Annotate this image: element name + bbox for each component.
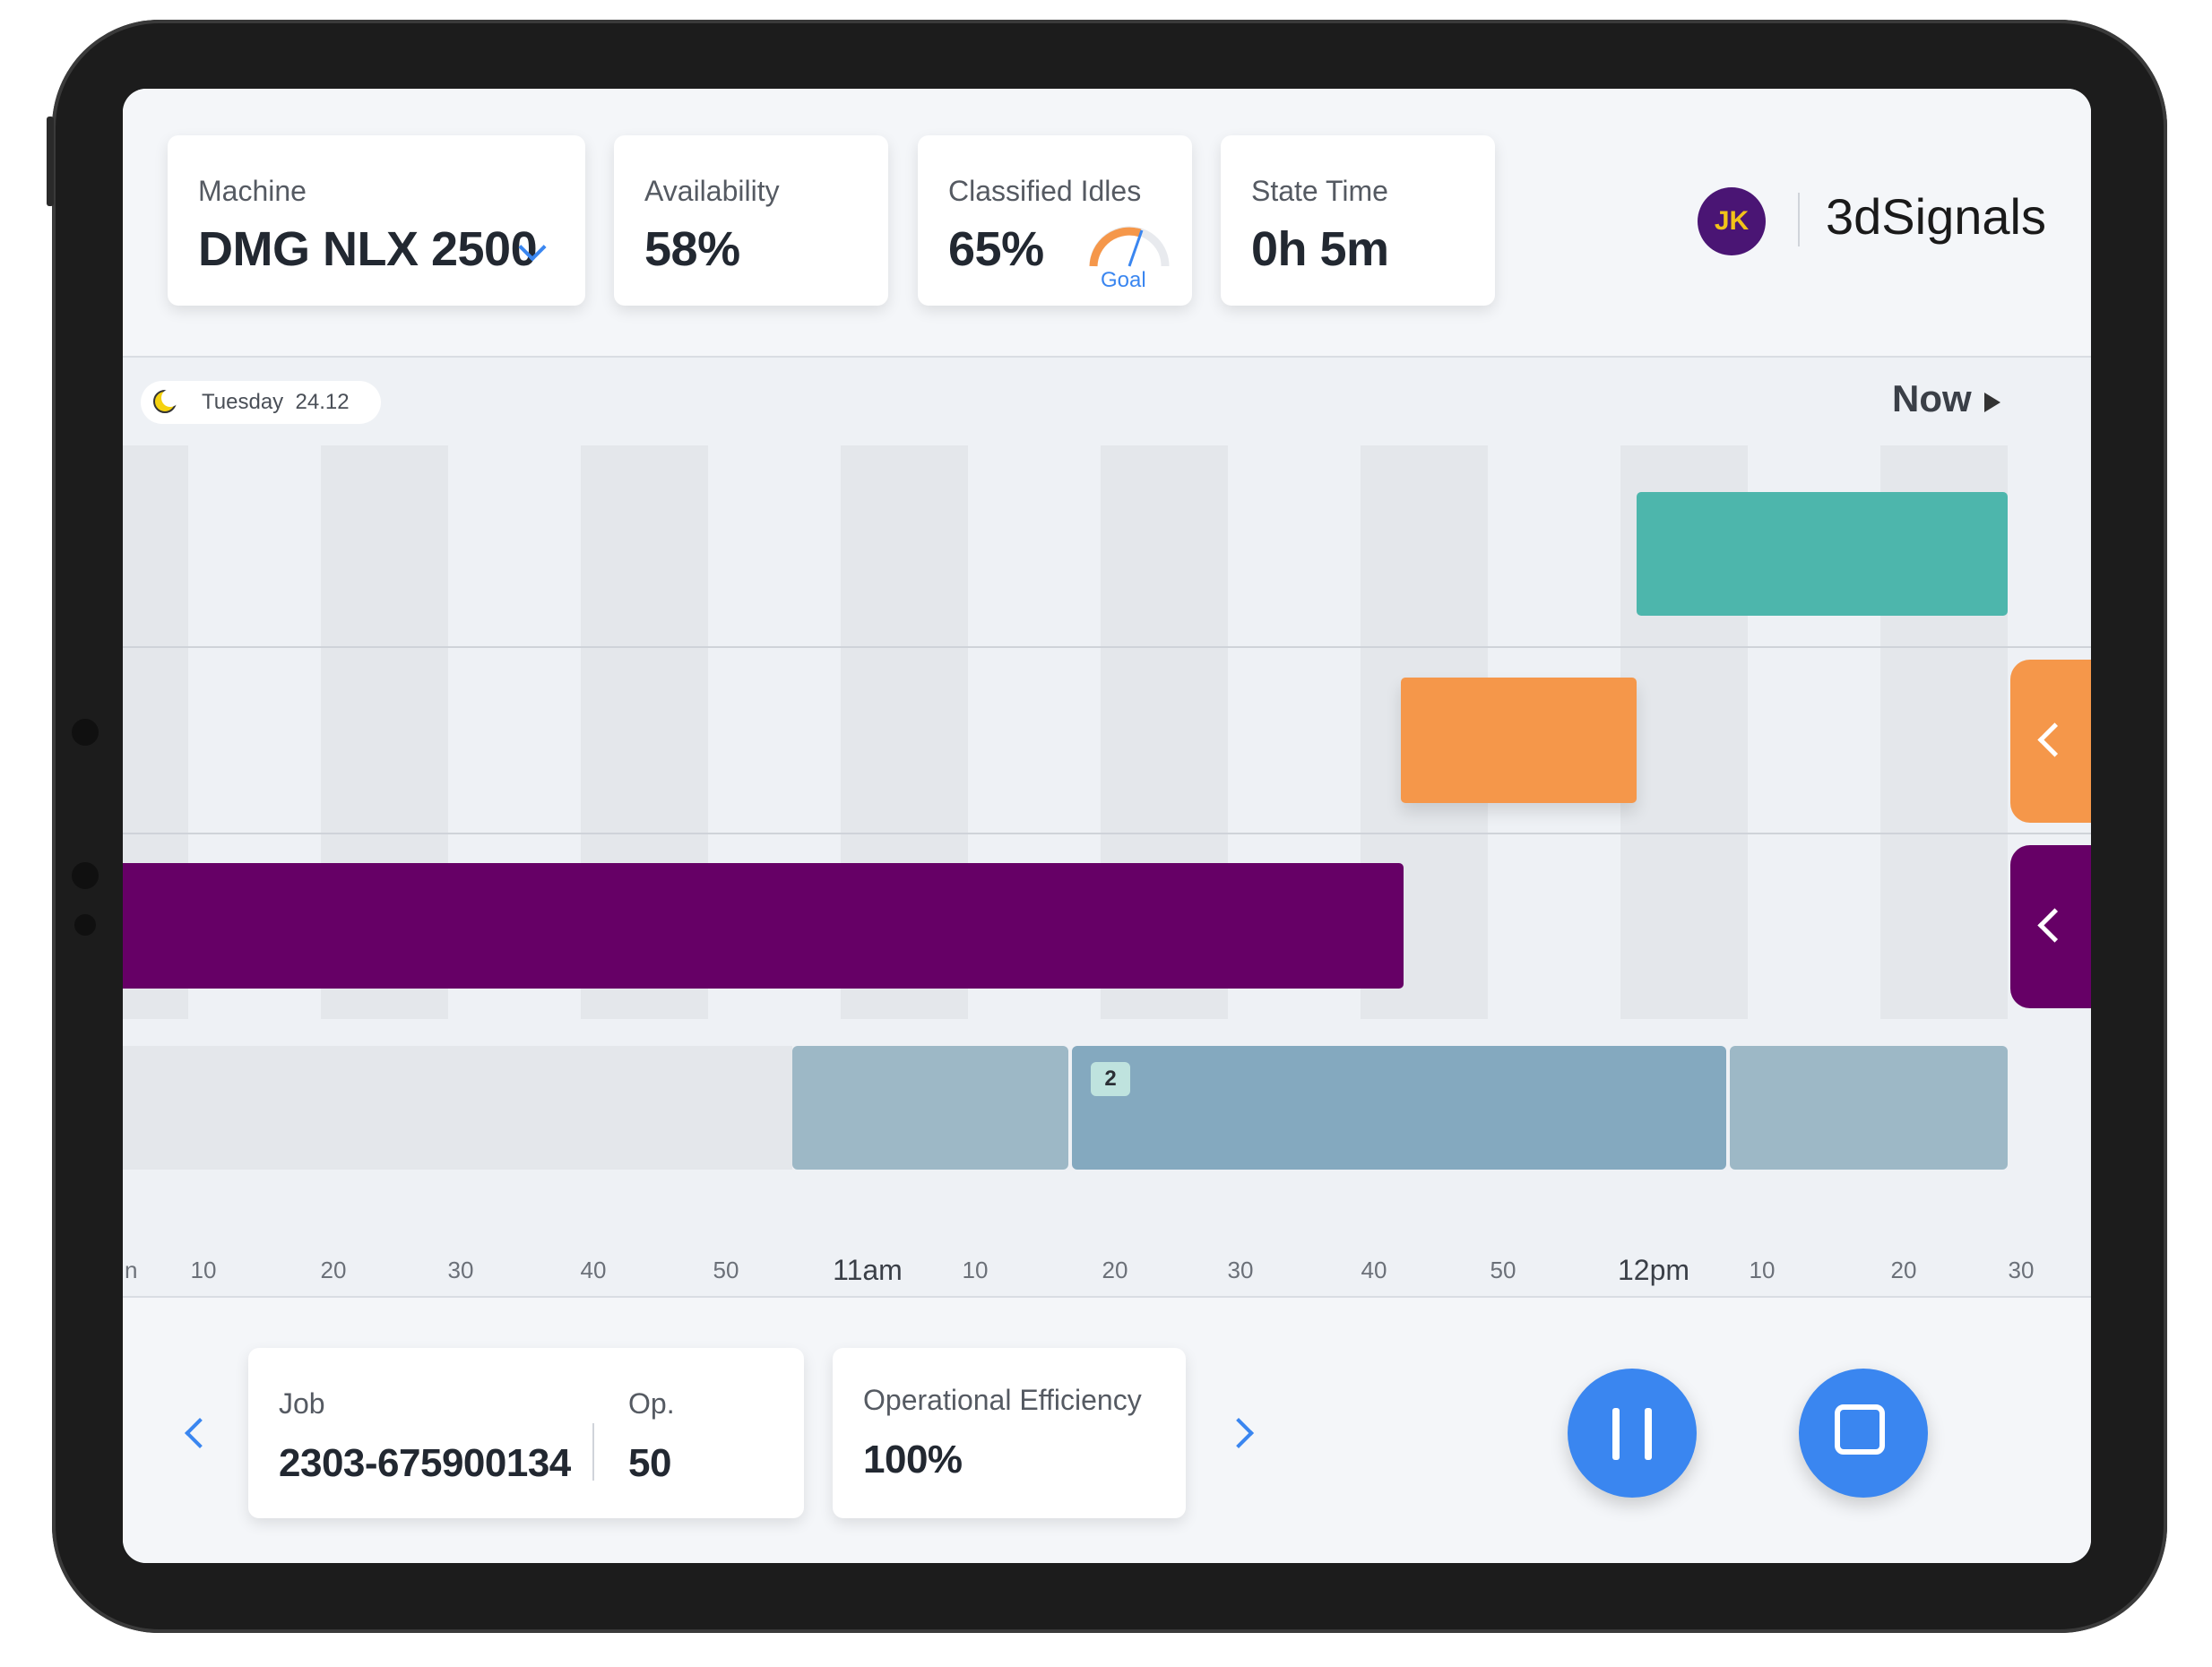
gauge-goal-label: Goal: [1101, 268, 1146, 292]
availability-value: 58%: [644, 222, 740, 276]
state-time-value: 0h 5m: [1251, 222, 1389, 276]
job-empty-segment: [123, 1046, 792, 1170]
app-screen: Machine DMG NLX 2500 Availability 58% Cl…: [123, 89, 2091, 1563]
date-pill: Tuesday 24.12: [141, 381, 381, 424]
date-day: Tuesday: [202, 390, 284, 414]
kpi-header: Machine DMG NLX 2500 Availability 58% Cl…: [123, 89, 2091, 358]
now-link[interactable]: Now: [1892, 377, 1972, 419]
availability-card: Availability 58%: [614, 135, 888, 306]
tablet-sensor-small: [74, 914, 96, 936]
classified-idles-value: 65%: [948, 222, 1044, 276]
tablet-camera: [72, 719, 99, 746]
state-bar-green[interactable]: [1637, 492, 2008, 616]
availability-label: Availability: [644, 175, 780, 207]
company-logo: 3dSignals: [1826, 188, 2046, 245]
efficiency-card: Operational Efficiency 100%: [833, 1348, 1186, 1518]
user-avatar[interactable]: JK: [1698, 187, 1766, 255]
axis-tick-hour: 12pm: [1617, 1254, 1690, 1286]
gauge-icon: [1089, 226, 1170, 267]
classified-idles-label: Classified Idles: [948, 175, 1142, 207]
state-bar-purple[interactable]: [123, 863, 1404, 989]
pause-button[interactable]: [1568, 1369, 1697, 1498]
job-label: Job: [279, 1387, 325, 1420]
axis-tick: 50: [1490, 1257, 1516, 1283]
job-op-divider: [592, 1423, 594, 1481]
efficiency-value: 100%: [863, 1438, 963, 1481]
chevron-left-icon: [2037, 722, 2072, 757]
state-bar-orange[interactable]: [1401, 678, 1637, 803]
state-time-card: State Time 0h 5m: [1221, 135, 1495, 306]
axis-tick: 10: [1749, 1257, 1776, 1283]
axis-tick: 30: [447, 1257, 474, 1283]
efficiency-label: Operational Efficiency: [863, 1384, 1142, 1416]
axis-tick: 40: [1361, 1257, 1387, 1283]
axis-tick-hour: 11am: [833, 1254, 903, 1286]
orange-expand-tab[interactable]: [2010, 660, 2091, 823]
timeline-chart: Tuesday 24.12 Now 2 n 10 20 30 40 50 11a…: [123, 358, 2091, 1294]
op-label: Op.: [628, 1387, 675, 1420]
pause-icon: [1645, 1408, 1652, 1460]
axis-tick: 10: [962, 1257, 989, 1283]
tablet-sensor: [72, 862, 99, 889]
axis-tick: 20: [1890, 1257, 1917, 1283]
date-value: 24.12: [295, 390, 350, 414]
stop-button[interactable]: [1799, 1369, 1928, 1498]
axis-tick: 20: [1102, 1257, 1128, 1283]
play-icon[interactable]: [1984, 393, 2000, 412]
logo-divider: [1798, 193, 1800, 246]
job-number: 2303-675900134: [279, 1441, 571, 1485]
purple-expand-tab[interactable]: [2010, 845, 2091, 1008]
job-card: Job 2303-675900134 Op. 50: [248, 1348, 804, 1518]
machine-name: DMG NLX 2500: [198, 222, 538, 276]
job-segment[interactable]: 2: [1072, 1046, 1726, 1170]
moon-icon: [153, 389, 178, 413]
axis-tick: n: [125, 1257, 138, 1283]
job-segment[interactable]: [792, 1046, 1068, 1170]
machine-selector[interactable]: Machine DMG NLX 2500: [168, 135, 585, 306]
stop-icon: [1835, 1404, 1885, 1455]
op-number: 50: [628, 1441, 671, 1485]
axis-tick: 50: [713, 1257, 739, 1283]
tablet-side-button: [47, 117, 54, 206]
chevron-left-icon: [2037, 908, 2072, 943]
state-time-label: State Time: [1251, 175, 1388, 207]
row-divider: [123, 833, 2091, 834]
job-count-badge: 2: [1091, 1062, 1130, 1096]
axis-tick: 30: [1227, 1257, 1254, 1283]
axis-tick: 40: [580, 1257, 607, 1283]
machine-label: Machine: [198, 175, 307, 207]
row-divider: [123, 646, 2091, 648]
axis-tick: 30: [2008, 1257, 2035, 1283]
axis-tick: 10: [190, 1257, 217, 1283]
pause-icon: [1612, 1408, 1620, 1460]
axis-tick: 20: [320, 1257, 347, 1283]
classified-idles-card: Classified Idles 65% Goal: [918, 135, 1192, 306]
job-segment[interactable]: [1730, 1046, 2008, 1170]
